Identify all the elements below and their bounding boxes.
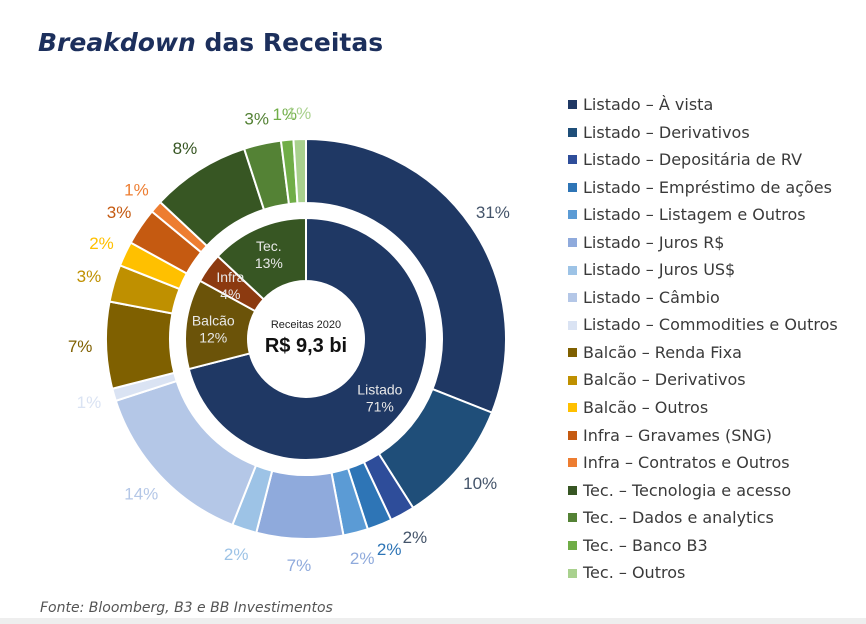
legend-item-listado-derivativos: Listado – Derivativos <box>568 119 838 147</box>
inner-label-tec: Tec. <box>256 238 282 254</box>
legend-swatch <box>568 127 577 137</box>
outer-label-listado-juros-r: 7% <box>287 556 312 575</box>
outer-label-infra-gravames-sng: 3% <box>107 203 132 222</box>
outer-label-balcao-outros: 2% <box>89 234 114 253</box>
legend-swatch <box>568 348 577 358</box>
legend-swatch <box>568 568 577 578</box>
legend-swatch <box>568 513 577 523</box>
outer-slice-listado-a-vista <box>305 137 507 414</box>
legend-label: Balcão – Outros <box>583 398 709 418</box>
outer-label-tec-outros: 1% <box>287 104 312 123</box>
legend-label: Balcão – Renda Fixa <box>583 342 742 362</box>
legend-label: Infra – Gravames (SNG) <box>583 425 772 445</box>
legend-item-balcao-derivativos: Balcão – Derivativos <box>568 366 838 394</box>
inner-pct-tec: 13% <box>255 255 283 271</box>
outer-label-listado-a-vista: 31% <box>476 203 510 222</box>
legend-item-listado-listagem-e-outros: Listado – Listagem e Outros <box>568 201 838 229</box>
legend-swatch <box>568 403 577 413</box>
legend-item-listado-a-vista: Listado – À vista <box>568 91 838 119</box>
outer-label-tec-dados-e-analytics: 3% <box>244 109 269 128</box>
legend-label: Listado – Commodities e Outros <box>583 315 838 335</box>
legend-label: Listado – Juros US$ <box>583 260 736 280</box>
legend-swatch <box>568 182 577 192</box>
legend-label: Listado – Listagem e Outros <box>583 205 806 225</box>
inner-label-infra: Infra <box>216 269 244 285</box>
legend-swatch <box>568 430 577 440</box>
outer-slice-balcao-renda-fixa <box>105 300 176 390</box>
outer-ring <box>105 137 507 540</box>
chart-title-rest: das Receitas <box>204 28 384 57</box>
outer-slice-tec-outros <box>292 137 307 205</box>
legend-label: Balcão – Derivativos <box>583 370 746 390</box>
outer-label-listado-depositaria-de-rv: 2% <box>403 528 428 547</box>
legend-item-listado-emprestimo-de-acoes: Listado – Empréstimo de ações <box>568 174 838 202</box>
outer-label-tec-banco-b3: 1% <box>272 105 297 124</box>
legend-label: Listado – Empréstimo de ações <box>583 177 832 197</box>
legend-swatch <box>568 320 577 330</box>
legend-swatch <box>568 293 577 303</box>
legend-swatch <box>568 265 577 275</box>
legend-label: Listado – Câmbio <box>583 287 720 307</box>
inner-pct-infra: 4% <box>220 286 240 302</box>
legend-item-balcao-outros: Balcão – Outros <box>568 394 838 422</box>
legend-label: Infra – Contratos e Outros <box>583 453 790 473</box>
center-value: R$ 9,3 bi <box>265 335 347 357</box>
legend-label: Tec. – Dados e analytics <box>583 508 774 528</box>
legend-swatch <box>568 210 577 220</box>
outer-label-balcao-renda-fixa: 7% <box>68 337 93 356</box>
legend-item-tec-banco-b3: Tec. – Banco B3 <box>568 532 838 560</box>
legend-label: Listado – À vista <box>583 95 714 114</box>
bottom-band <box>0 618 866 624</box>
legend-swatch <box>568 100 577 110</box>
legend-item-infra-gravames-sng: Infra – Gravames (SNG) <box>568 422 838 450</box>
outer-label-balcao-derivativos: 3% <box>77 267 102 286</box>
outer-label-infra-contratos-e-outros: 1% <box>124 181 149 200</box>
inner-label-listado: Listado <box>357 381 402 397</box>
outer-label-listado-juros-us: 2% <box>224 545 249 564</box>
legend-swatch <box>568 458 577 468</box>
legend-item-infra-contratos-e-outros: Infra – Contratos e Outros <box>568 449 838 477</box>
legend-item-listado-juros-r: Listado – Juros R$ <box>568 229 838 257</box>
inner-pct-listado: 71% <box>366 398 394 414</box>
legend-label: Listado – Juros R$ <box>583 232 725 252</box>
legend-item-listado-cambio: Listado – Câmbio <box>568 284 838 312</box>
source-note: Fonte: Bloomberg, B3 e BB Investimentos <box>40 600 333 616</box>
legend-swatch <box>568 375 577 385</box>
legend-label: Listado – Depositária de RV <box>583 150 803 170</box>
chart-title-emphasis: Breakdown <box>38 28 196 57</box>
center-label: Receitas 2020 <box>271 319 341 331</box>
legend-swatch <box>568 155 577 165</box>
legend-swatch <box>568 541 577 551</box>
chart-title: Breakdown das Receitas <box>38 28 383 57</box>
outer-label-listado-derivativos: 10% <box>463 474 497 493</box>
outer-label-listado-cambio: 14% <box>124 485 158 504</box>
inner-pct-balcao: 12% <box>199 329 227 345</box>
outer-label-listado-commodities-e-outros: 1% <box>77 393 102 412</box>
legend-item-tec-tecnologia-e-acesso: Tec. – Tecnologia e acesso <box>568 477 838 505</box>
legend-item-listado-commodities-e-outros: Listado – Commodities e Outros <box>568 311 838 339</box>
legend-item-balcao-renda-fixa: Balcão – Renda Fixa <box>568 339 838 367</box>
inner-ring <box>184 216 428 461</box>
center-hole <box>248 281 364 397</box>
outer-label-listado-emprestimo-de-acoes: 2% <box>377 540 402 559</box>
donut-chart: 31%10%2%2%2%7%2%14%1%7%3%2%3%1%8%3% 1%1% … <box>68 104 510 575</box>
legend-label: Tec. – Outros <box>583 563 686 583</box>
legend-label: Tec. – Banco B3 <box>583 535 708 555</box>
inner-label-balcao: Balcão <box>192 312 235 328</box>
outer-labels: 31%10%2%2%2%7%2%14%1%7%3%2%3%1%8%3% 1%1% <box>68 104 510 575</box>
outer-label-listado-listagem-e-outros: 2% <box>350 549 375 568</box>
legend-item-tec-dados-e-analytics: Tec. – Dados e analytics <box>568 504 838 532</box>
legend-swatch <box>568 238 577 247</box>
legend-label: Tec. – Tecnologia e acesso <box>583 480 792 500</box>
legend-swatch <box>568 485 577 495</box>
legend-label: Listado – Derivativos <box>583 122 750 142</box>
outer-label-tec-tecnologia-e-acesso: 8% <box>173 139 198 158</box>
legend-item-listado-depositaria-de-rv: Listado – Depositária de RV <box>568 146 838 174</box>
legend-item-tec-outros: Tec. – Outros <box>568 559 838 587</box>
legend: Listado – À vista Listado – Derivativos Li… <box>568 91 838 587</box>
legend-item-listado-juros-us: Listado – Juros US$ <box>568 256 838 284</box>
